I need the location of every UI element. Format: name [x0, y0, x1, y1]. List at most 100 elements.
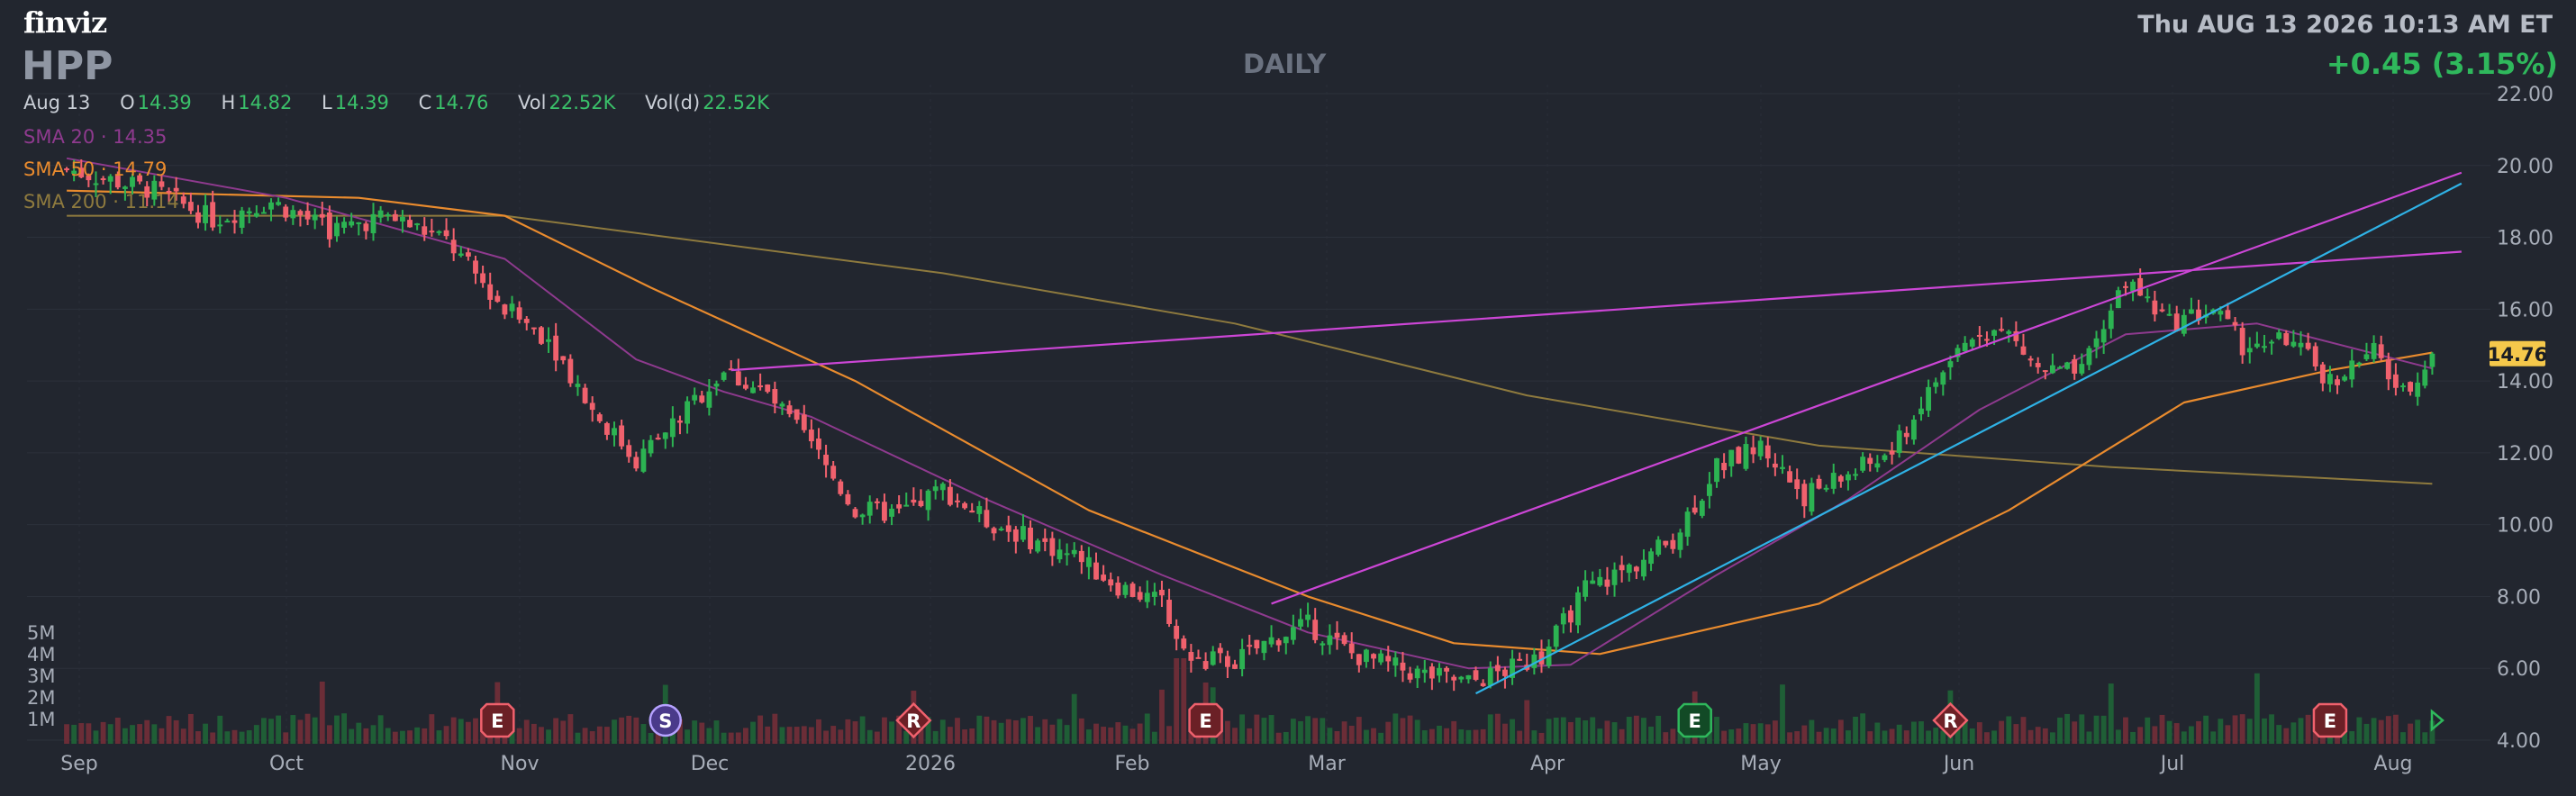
candle-body	[297, 211, 304, 215]
volume-bar	[392, 731, 398, 744]
volume-bar	[319, 681, 325, 744]
trendline-rising-upper[interactable]	[1271, 171, 2463, 605]
event-marker-earnings-down[interactable]: E	[480, 702, 515, 738]
candle-body	[2181, 314, 2187, 334]
candle-body	[721, 372, 727, 380]
volume-bar	[1341, 721, 1347, 744]
volume-tick-label: 2M	[27, 687, 55, 709]
volume-bar	[253, 725, 259, 744]
volume-bar	[2027, 729, 2034, 744]
candle-body	[2042, 370, 2048, 373]
volume-bar	[217, 715, 223, 744]
volume-bar	[1071, 693, 1077, 744]
volume-bar	[86, 723, 92, 744]
volume-bar	[742, 728, 748, 744]
volume-bar	[1538, 732, 1545, 744]
candle-body	[1553, 625, 1559, 647]
volume-bar	[2363, 723, 2370, 744]
y-tick-label: 4.00	[2497, 730, 2541, 753]
volume-bar	[2173, 723, 2180, 744]
split-marker-shape	[649, 703, 682, 737]
volume-bar	[71, 724, 77, 744]
event-marker-split[interactable]: S	[649, 703, 682, 737]
event-marker-rating-down[interactable]: R	[1932, 701, 1969, 739]
sma50-legend[interactable]: SMA 50 · 14.79	[23, 158, 168, 180]
volume-bar	[728, 732, 734, 744]
candle-body	[539, 327, 544, 344]
volume-bar	[925, 717, 931, 744]
trendlines[interactable]	[730, 171, 2463, 695]
candle-body	[1736, 447, 1742, 464]
volume-bar	[1955, 722, 1961, 744]
candle-body	[2100, 329, 2107, 343]
volume-bar	[889, 721, 894, 744]
candle-body	[2159, 309, 2165, 312]
earnings-marker-shape	[1188, 702, 1223, 738]
candle-body	[998, 529, 1004, 531]
candle-body	[1611, 569, 1618, 585]
sma20-label: SMA 20	[23, 126, 95, 148]
candle-body	[1217, 647, 1223, 654]
sma200-legend[interactable]: SMA 200 · 11.14	[23, 191, 179, 213]
volume-bar	[516, 728, 522, 744]
candle-body	[1962, 342, 1968, 352]
candle-body	[1510, 658, 1515, 678]
candle-body	[516, 307, 522, 320]
candle-body	[1421, 669, 1428, 674]
candle-body	[1604, 579, 1610, 587]
volume-bar	[1502, 723, 1508, 744]
candle-body	[918, 501, 924, 507]
candle-body	[1692, 507, 1698, 513]
event-marker-earnings-down[interactable]: E	[1188, 702, 1223, 738]
candle-body	[765, 384, 771, 393]
volume-bar	[2408, 723, 2414, 744]
finviz-logo[interactable]: finviz	[23, 5, 107, 40]
candle-body	[86, 175, 92, 181]
volume-bar	[326, 725, 332, 744]
event-marker-earnings-down[interactable]: E	[2312, 702, 2348, 738]
candle-body	[1254, 639, 1260, 649]
candle-body	[1115, 582, 1121, 596]
volume-bar	[173, 719, 179, 744]
candle-body	[2385, 358, 2391, 380]
volume-bar	[859, 716, 866, 744]
volume-bar	[1421, 730, 1428, 744]
volume-bar	[1867, 731, 1873, 744]
sma200-value: 11.14	[124, 191, 179, 213]
candle-body	[2079, 364, 2085, 374]
volume-bar	[1655, 715, 1662, 744]
volume-bar	[560, 720, 567, 744]
grid-lines	[27, 85, 2490, 744]
volume-bar	[2342, 728, 2348, 744]
candle-body	[1918, 408, 1924, 415]
volume-value: 22.52K	[549, 92, 616, 113]
volume-bar	[903, 730, 910, 744]
trendline-upper-resistance[interactable]	[730, 250, 2462, 372]
candle-body	[2123, 285, 2128, 288]
event-marker-earnings-up[interactable]: E	[1677, 702, 1712, 738]
sma20-legend[interactable]: SMA 20 · 14.35	[23, 126, 168, 148]
candle-body	[772, 389, 778, 404]
volume-bar	[2422, 732, 2428, 744]
volume-bar	[2378, 719, 2384, 744]
candle-body	[114, 176, 121, 188]
candle-body	[2232, 321, 2238, 326]
open-value: 14.39	[137, 92, 192, 113]
candle-body	[582, 387, 588, 403]
candle-body	[93, 183, 99, 185]
y-tick-label: 14.00	[2497, 371, 2553, 393]
y-tick-label: 20.00	[2497, 156, 2553, 178]
event-marker-rating-down[interactable]: R	[895, 701, 932, 739]
candle-body	[1494, 665, 1501, 672]
volume-bar	[1663, 732, 1669, 744]
volume-bar	[1429, 728, 1435, 744]
candle-body	[1619, 565, 1625, 571]
low-value: 14.39	[334, 92, 389, 113]
candle-body	[494, 295, 501, 303]
rating-marker-shape	[895, 701, 932, 739]
quote-datetime: Thu AUG 13 2026 10:13 AM ET	[2137, 11, 2553, 39]
candle-body	[2363, 354, 2370, 359]
trendline-rising-lower[interactable]	[1475, 182, 2463, 695]
